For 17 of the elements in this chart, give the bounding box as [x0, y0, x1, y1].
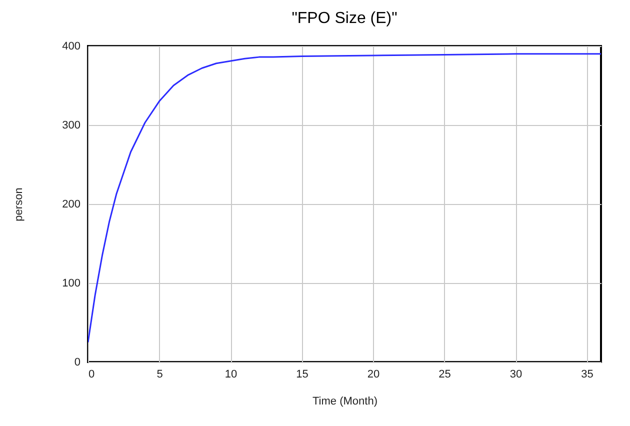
y-axis-title: person — [13, 188, 26, 222]
y-tick-label: 200 — [62, 198, 80, 210]
y-tick-label: 0 — [74, 356, 80, 368]
y-tick-label: 100 — [62, 278, 80, 290]
x-axis-title: Time (Month) — [312, 396, 378, 408]
x-tick-label: 35 — [581, 368, 594, 380]
x-tick-label: 0 — [88, 368, 95, 380]
x-tick-label: 25 — [438, 368, 451, 380]
x-tick-label: 30 — [510, 368, 522, 380]
x-tick-label: 15 — [296, 368, 308, 380]
x-tick-label: 10 — [224, 368, 238, 380]
chart-title: "FPO Size (E)" — [292, 10, 398, 27]
x-tick-label: 20 — [367, 368, 380, 380]
y-tick-label: 400 — [62, 40, 80, 52]
x-tick-label: 5 — [156, 368, 163, 380]
line-series — [88, 53, 601, 343]
y-tick-label: 300 — [62, 120, 80, 132]
